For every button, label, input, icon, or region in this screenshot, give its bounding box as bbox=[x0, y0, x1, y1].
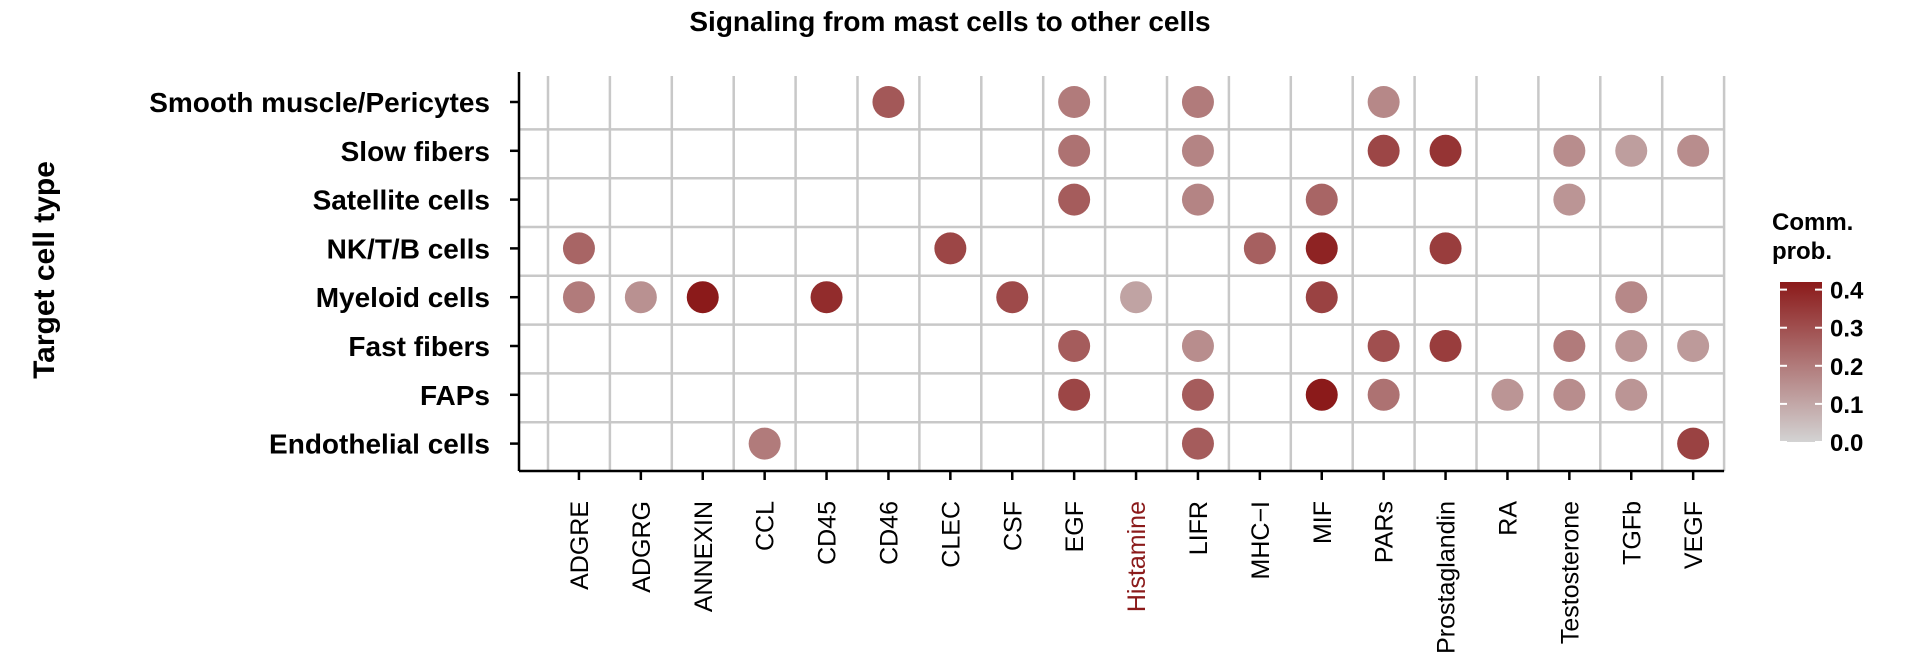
dot-smooth-muscle-pericytes-egf bbox=[1058, 86, 1091, 118]
x-tick-label-cd46: CD46 bbox=[875, 501, 903, 565]
dot-satellite-cells-mif bbox=[1305, 183, 1338, 216]
y-tick-label-endothelial-cells: Endothelial cells bbox=[269, 429, 490, 460]
dot-fast-fibers-egf bbox=[1058, 330, 1091, 362]
dot-myeloid-cells-adgrg bbox=[624, 281, 657, 314]
dot-satellite-cells-egf bbox=[1058, 183, 1091, 216]
data-points bbox=[562, 86, 1710, 460]
dot-slow-fibers-egf bbox=[1058, 134, 1091, 167]
dot-faps-mif bbox=[1305, 378, 1338, 411]
x-tick-label-adgrg: ADGRG bbox=[628, 501, 656, 593]
x-tick-label-mif: MIF bbox=[1309, 501, 1337, 544]
y-tick-label-faps: FAPs bbox=[420, 380, 490, 411]
dot-nk-t-b-cells-prostaglandin bbox=[1429, 232, 1462, 265]
dot-fast-fibers-testosterone bbox=[1553, 330, 1586, 362]
x-tick-label-cd45: CD45 bbox=[814, 501, 842, 565]
legend-ticks: 0.0 0.1 0.2 0.3 0.4 bbox=[1780, 278, 1864, 457]
x-tick-label-ra: RA bbox=[1494, 501, 1522, 536]
y-tick-label-smooth-muscle-pericytes: Smooth muscle/Pericytes bbox=[149, 87, 490, 118]
y-axis-title: Target cell type bbox=[28, 161, 61, 379]
x-tick-label-mhc-i: MHC−I bbox=[1247, 501, 1275, 579]
dot-slow-fibers-pars bbox=[1367, 134, 1400, 167]
dot-myeloid-cells-mif bbox=[1305, 281, 1338, 314]
dot-myeloid-cells-cd45 bbox=[810, 281, 843, 314]
y-tick-label-fast-fibers: Fast fibers bbox=[348, 331, 490, 362]
dot-fast-fibers-tgfb bbox=[1615, 330, 1648, 362]
legend-tick-label: 0.0 bbox=[1830, 430, 1863, 457]
dot-nk-t-b-cells-mhc-i bbox=[1243, 232, 1276, 265]
legend-color-bar bbox=[1780, 282, 1822, 442]
dot-faps-tgfb bbox=[1615, 378, 1648, 411]
dot-myeloid-cells-tgfb bbox=[1615, 281, 1648, 314]
axes bbox=[510, 72, 1725, 480]
dot-slow-fibers-tgfb bbox=[1615, 134, 1648, 167]
dot-smooth-muscle-pericytes-cd46 bbox=[872, 86, 905, 118]
y-tick-label-nk-t-b-cells: NK/T/B cells bbox=[327, 233, 490, 264]
dot-slow-fibers-prostaglandin bbox=[1429, 134, 1462, 167]
dot-faps-ra bbox=[1491, 378, 1524, 411]
dot-endothelial-cells-lifr bbox=[1181, 427, 1214, 460]
dot-faps-testosterone bbox=[1553, 378, 1586, 411]
x-tick-label-clec: CLEC bbox=[937, 501, 965, 568]
dot-nk-t-b-cells-clec bbox=[934, 232, 967, 265]
dot-endothelial-cells-ccl bbox=[748, 427, 781, 460]
y-tick-label-slow-fibers: Slow fibers bbox=[341, 136, 490, 167]
dot-myeloid-cells-adgre bbox=[562, 281, 595, 314]
x-tick-label-annexin: ANNEXIN bbox=[690, 501, 718, 612]
dot-fast-fibers-vegf bbox=[1677, 330, 1710, 362]
dot-myeloid-cells-csf bbox=[996, 281, 1029, 314]
x-tick-label-ccl: CCL bbox=[752, 501, 780, 551]
dot-endothelial-cells-vegf bbox=[1677, 427, 1710, 460]
dot-smooth-muscle-pericytes-pars bbox=[1367, 86, 1400, 118]
dot-faps-lifr bbox=[1181, 378, 1214, 411]
dot-smooth-muscle-pericytes-lifr bbox=[1181, 86, 1214, 118]
dot-slow-fibers-testosterone bbox=[1553, 134, 1586, 167]
legend-title-line2: prob. bbox=[1772, 238, 1832, 265]
x-tick-label-testosterone: Testosterone bbox=[1556, 501, 1584, 644]
legend-title-line1: Comm. bbox=[1772, 209, 1853, 236]
dot-myeloid-cells-histamine bbox=[1120, 281, 1153, 314]
chart-title: Signaling from mast cells to other cells bbox=[689, 6, 1210, 37]
legend-tick-label: 0.1 bbox=[1830, 392, 1863, 419]
x-tick-label-histamine: Histamine bbox=[1123, 501, 1151, 612]
x-tick-label-lifr: LIFR bbox=[1185, 501, 1213, 555]
dot-fast-fibers-pars bbox=[1367, 330, 1400, 362]
y-tick-labels: Smooth muscle/Pericytes Slow fibers Satell… bbox=[149, 87, 490, 460]
legend-tick-label: 0.3 bbox=[1830, 316, 1863, 343]
x-tick-label-adgre: ADGRE bbox=[566, 501, 594, 590]
dot-faps-egf bbox=[1058, 378, 1091, 411]
dot-slow-fibers-vegf bbox=[1677, 134, 1710, 167]
dot-myeloid-cells-annexin bbox=[686, 281, 719, 314]
grid-lines bbox=[519, 76, 1726, 471]
y-tick-label-satellite-cells: Satellite cells bbox=[313, 185, 490, 216]
dot-fast-fibers-prostaglandin bbox=[1429, 330, 1462, 362]
x-tick-labels: ADGRE ADGRG ANNEXIN CCL CD45 CD46 CLEC CSF EGF Hi… bbox=[566, 501, 1708, 654]
dot-fast-fibers-lifr bbox=[1181, 330, 1214, 362]
color-legend: Comm. prob. 0.0 0.1 0.2 0.3 0.4 bbox=[1772, 209, 1864, 457]
dot-satellite-cells-lifr bbox=[1181, 183, 1214, 216]
x-tick-label-egf: EGF bbox=[1061, 501, 1089, 552]
dot-nk-t-b-cells-mif bbox=[1305, 232, 1338, 265]
x-tick-label-vegf: VEGF bbox=[1680, 501, 1708, 569]
x-tick-label-pars: PARs bbox=[1371, 501, 1399, 563]
dot-satellite-cells-testosterone bbox=[1553, 183, 1586, 216]
legend-tick-label: 0.2 bbox=[1830, 354, 1863, 381]
legend-tick-label: 0.4 bbox=[1830, 278, 1864, 305]
y-tick-label-myeloid-cells: Myeloid cells bbox=[316, 282, 490, 313]
dot-faps-pars bbox=[1367, 378, 1400, 411]
x-tick-label-tgfb: TGFb bbox=[1618, 501, 1646, 565]
dot-nk-t-b-cells-adgre bbox=[562, 232, 595, 265]
x-tick-label-csf: CSF bbox=[999, 501, 1027, 551]
dot-slow-fibers-lifr bbox=[1181, 134, 1214, 167]
x-tick-label-prostaglandin: Prostaglandin bbox=[1433, 501, 1461, 654]
